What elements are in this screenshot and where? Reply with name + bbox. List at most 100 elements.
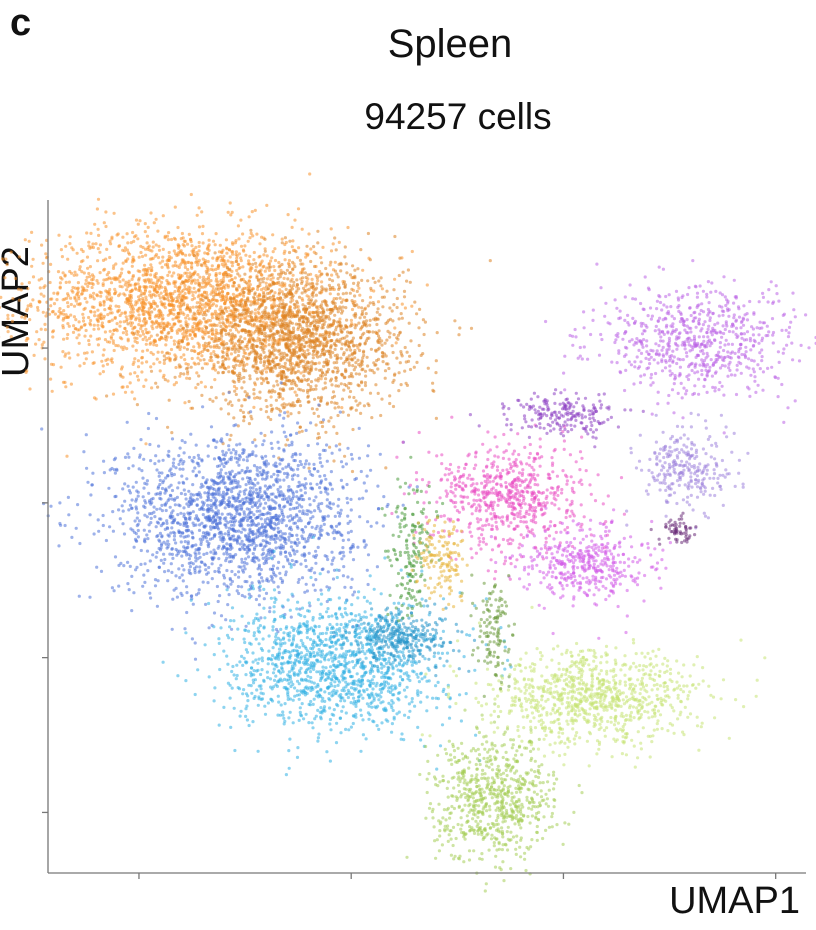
scatter-point <box>179 355 183 359</box>
scatter-point <box>120 504 124 508</box>
scatter-point <box>155 290 159 294</box>
scatter-point <box>171 317 175 321</box>
scatter-point <box>203 362 207 366</box>
scatter-point <box>138 285 142 289</box>
scatter-point <box>87 342 91 347</box>
scatter-point <box>192 345 196 349</box>
scatter-point <box>303 486 307 490</box>
scatter-point <box>150 249 154 253</box>
scatter-point <box>211 515 215 519</box>
scatter-point <box>51 309 55 314</box>
scatter-point <box>397 273 401 278</box>
scatter-point <box>225 247 229 251</box>
scatter-point <box>220 315 224 319</box>
scatter-point <box>281 532 285 536</box>
scatter-point <box>177 265 181 270</box>
scatter-point <box>228 267 232 271</box>
scatter-point <box>152 221 156 225</box>
scatter-point <box>136 365 141 369</box>
scatter-point <box>105 297 109 301</box>
scatter-point <box>210 264 214 268</box>
scatter-point <box>273 268 277 273</box>
scatter-point <box>148 285 152 289</box>
scatter-point <box>30 230 34 234</box>
scatter-point <box>337 522 341 526</box>
scatter-point <box>227 248 231 252</box>
scatter-point <box>390 309 394 313</box>
scatter-point <box>314 387 318 391</box>
scatter-point <box>144 253 148 257</box>
scatter-point <box>375 310 379 314</box>
scatter-point <box>159 291 163 295</box>
scatter-point <box>332 425 336 429</box>
scatter-point <box>183 401 187 405</box>
scatter-point <box>342 282 346 286</box>
scatter-point <box>255 275 259 280</box>
scatter-point <box>297 334 301 338</box>
scatter-point <box>209 267 213 271</box>
scatter-point <box>239 277 244 282</box>
scatter-point <box>188 308 192 312</box>
scatter-point <box>242 369 246 373</box>
scatter-point <box>269 441 273 445</box>
scatter-point <box>187 455 192 459</box>
scatter-point <box>382 495 386 499</box>
scatter-point <box>329 416 333 420</box>
scatter-point <box>383 369 388 373</box>
scatter-point <box>231 242 235 246</box>
scatter-point <box>166 313 170 317</box>
scatter-point <box>200 393 204 397</box>
scatter-point <box>136 237 140 241</box>
scatter-point <box>282 416 286 420</box>
scatter-point <box>380 343 384 347</box>
scatter-point <box>222 272 226 276</box>
scatter-point <box>182 488 186 492</box>
scatter-point <box>274 356 278 360</box>
scatter-point <box>303 271 307 275</box>
scatter-point <box>117 244 122 248</box>
scatter-point <box>214 273 218 278</box>
scatter-point <box>385 289 389 293</box>
scatter-point <box>303 356 308 360</box>
scatter-point <box>399 383 403 387</box>
scatter-point <box>299 488 303 492</box>
scatter-point <box>177 327 181 331</box>
scatter-point <box>108 298 112 302</box>
scatter-point <box>60 255 64 259</box>
scatter-point <box>181 326 185 330</box>
scatter-point <box>163 297 167 301</box>
scatter-point <box>289 615 293 619</box>
scatter-point <box>233 347 237 351</box>
scatter-point <box>72 315 76 319</box>
scatter-point <box>356 383 360 387</box>
scatter-point <box>301 286 306 290</box>
scatter-point <box>183 627 187 631</box>
scatter-point <box>410 249 414 254</box>
scatter-point <box>200 307 204 311</box>
scatter-point <box>325 401 330 405</box>
scatter-point <box>143 310 147 314</box>
scatter-point <box>185 242 190 246</box>
scatter-point <box>172 383 176 387</box>
scatter-point <box>249 231 253 235</box>
scatter-point <box>237 237 241 241</box>
scatter-point <box>225 251 229 255</box>
scatter-point <box>205 271 209 275</box>
scatter-point <box>126 322 130 326</box>
scatter-point <box>237 463 241 467</box>
scatter-point <box>87 271 91 276</box>
scatter-point <box>406 268 410 272</box>
scatter-point <box>332 394 337 398</box>
scatter-point <box>410 304 414 308</box>
scatter-point <box>273 247 277 251</box>
scatter-point <box>134 218 139 222</box>
scatter-point <box>161 214 165 218</box>
scatter-point <box>64 385 68 389</box>
scatter-point <box>262 597 266 601</box>
scatter-point <box>167 231 171 235</box>
scatter-point <box>126 270 131 274</box>
scatter-point <box>93 314 97 318</box>
scatter-point <box>149 273 153 277</box>
scatter-point <box>361 367 365 371</box>
scatter-point <box>239 244 244 248</box>
